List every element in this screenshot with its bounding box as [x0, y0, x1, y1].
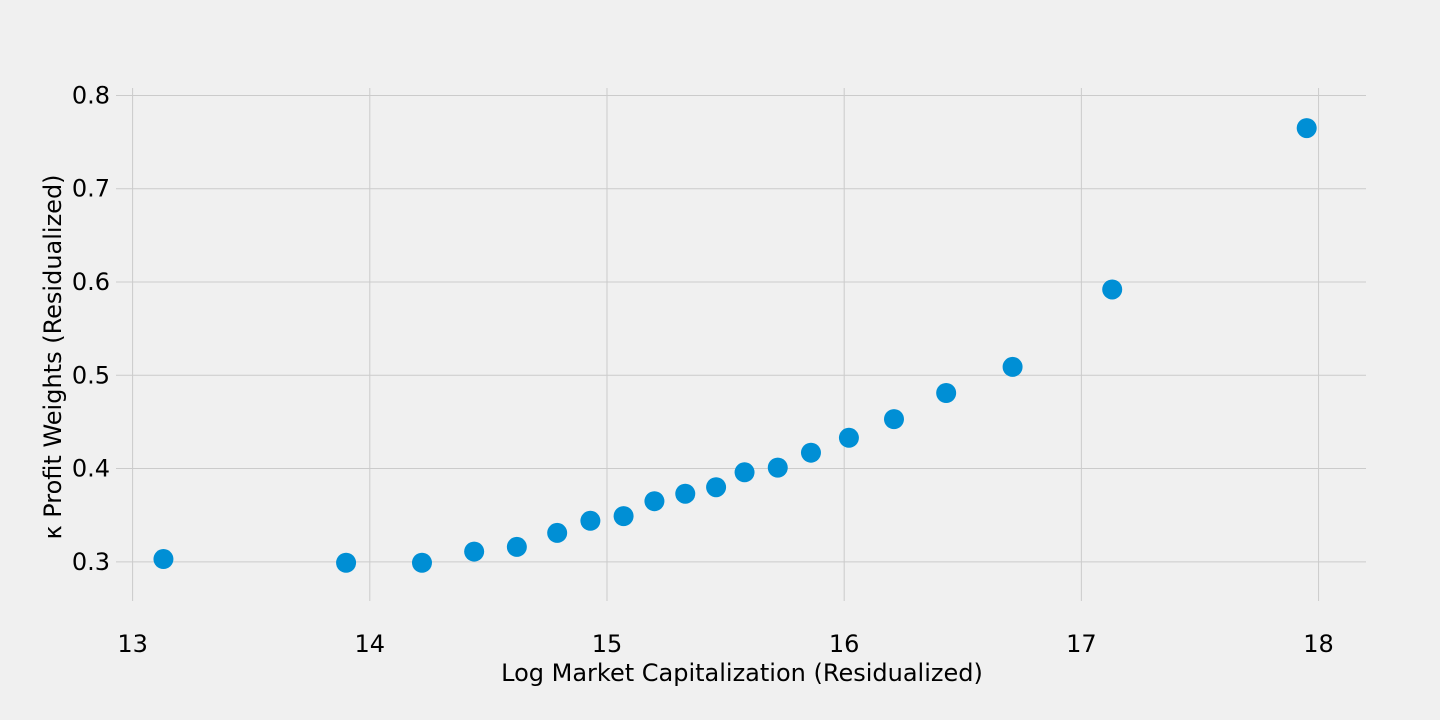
data-points: [153, 118, 1317, 573]
scatter-point: [506, 536, 527, 557]
y-tick-label: 0.6: [72, 268, 110, 296]
scatter-point: [1102, 279, 1123, 300]
x-tick-label: 15: [592, 630, 623, 658]
scatter-point: [464, 541, 485, 562]
x-tick-label: 13: [117, 630, 148, 658]
y-tick-label: 0.8: [72, 81, 110, 109]
scatter-point: [800, 442, 821, 463]
tick-labels: 13 14 15 16 17 18 0.3 0.4 0.5 0.6 0.7 0.8: [72, 81, 1334, 658]
y-tick-label: 0.3: [72, 548, 110, 576]
scatter-point: [153, 549, 174, 570]
scatter-point: [1296, 118, 1317, 139]
scatter-point: [644, 491, 665, 512]
scatter-point: [767, 457, 788, 478]
x-axis-label: Log Market Capitalization (Residualized): [501, 659, 983, 687]
scatter-point: [547, 522, 568, 543]
scatter-point: [883, 409, 904, 430]
scatter-point: [411, 552, 432, 573]
grid: [116, 88, 1366, 601]
scatter-point: [1002, 356, 1023, 377]
x-tick-label: 17: [1066, 630, 1097, 658]
scatter-point: [675, 483, 696, 504]
x-tick-label: 18: [1303, 630, 1334, 658]
scatter-point: [838, 427, 859, 448]
y-tick-label: 0.5: [72, 361, 110, 389]
y-tick-label: 0.4: [72, 455, 110, 483]
y-axis-label: κ Profit Weights (Residualized): [39, 174, 67, 539]
scatter-point: [936, 383, 957, 404]
scatter-point: [706, 477, 727, 498]
x-tick-label: 14: [355, 630, 386, 658]
scatter-point: [336, 552, 357, 573]
x-tick-label: 16: [829, 630, 860, 658]
scatter-point: [734, 462, 755, 483]
scatter-point: [613, 506, 634, 527]
y-tick-label: 0.7: [72, 175, 110, 203]
scatter-point: [580, 510, 601, 531]
